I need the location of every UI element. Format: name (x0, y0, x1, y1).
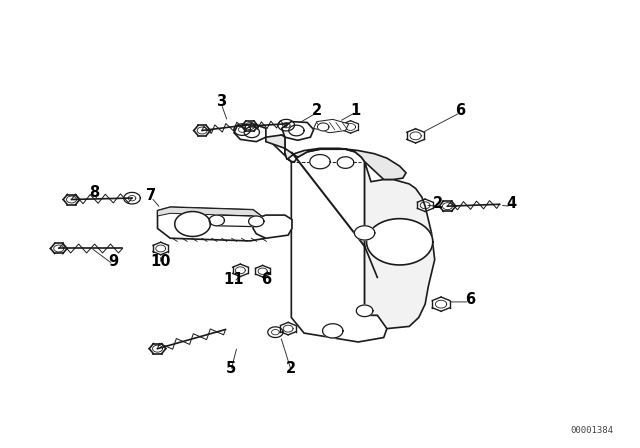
Polygon shape (323, 324, 343, 338)
Polygon shape (234, 124, 266, 142)
Text: 10: 10 (150, 254, 171, 269)
Polygon shape (244, 127, 259, 138)
Polygon shape (248, 216, 264, 227)
Text: 8: 8 (89, 185, 99, 200)
Polygon shape (282, 121, 314, 140)
Text: 6: 6 (260, 272, 271, 287)
Text: 5: 5 (226, 361, 236, 376)
Polygon shape (266, 135, 406, 180)
Text: 2: 2 (312, 103, 322, 118)
Polygon shape (209, 215, 225, 226)
Polygon shape (314, 119, 349, 133)
Text: 6: 6 (455, 103, 465, 118)
Text: 3: 3 (216, 94, 227, 109)
Polygon shape (355, 226, 375, 240)
Polygon shape (337, 157, 354, 168)
Polygon shape (356, 305, 373, 317)
Polygon shape (253, 215, 292, 238)
Polygon shape (310, 155, 330, 169)
Text: 4: 4 (506, 197, 516, 211)
Text: 6: 6 (465, 292, 475, 307)
Text: 1: 1 (350, 103, 360, 118)
Text: 7: 7 (146, 188, 156, 202)
Polygon shape (365, 162, 435, 329)
Text: 9: 9 (108, 254, 118, 269)
Text: 00001384: 00001384 (570, 426, 613, 435)
Text: 2: 2 (286, 361, 296, 376)
Polygon shape (157, 207, 266, 241)
Polygon shape (266, 135, 387, 342)
Text: 11: 11 (224, 272, 244, 287)
Polygon shape (175, 211, 211, 237)
Text: 2: 2 (433, 197, 443, 211)
Polygon shape (157, 207, 266, 224)
Polygon shape (367, 219, 433, 265)
Polygon shape (317, 123, 329, 131)
Polygon shape (289, 125, 304, 136)
